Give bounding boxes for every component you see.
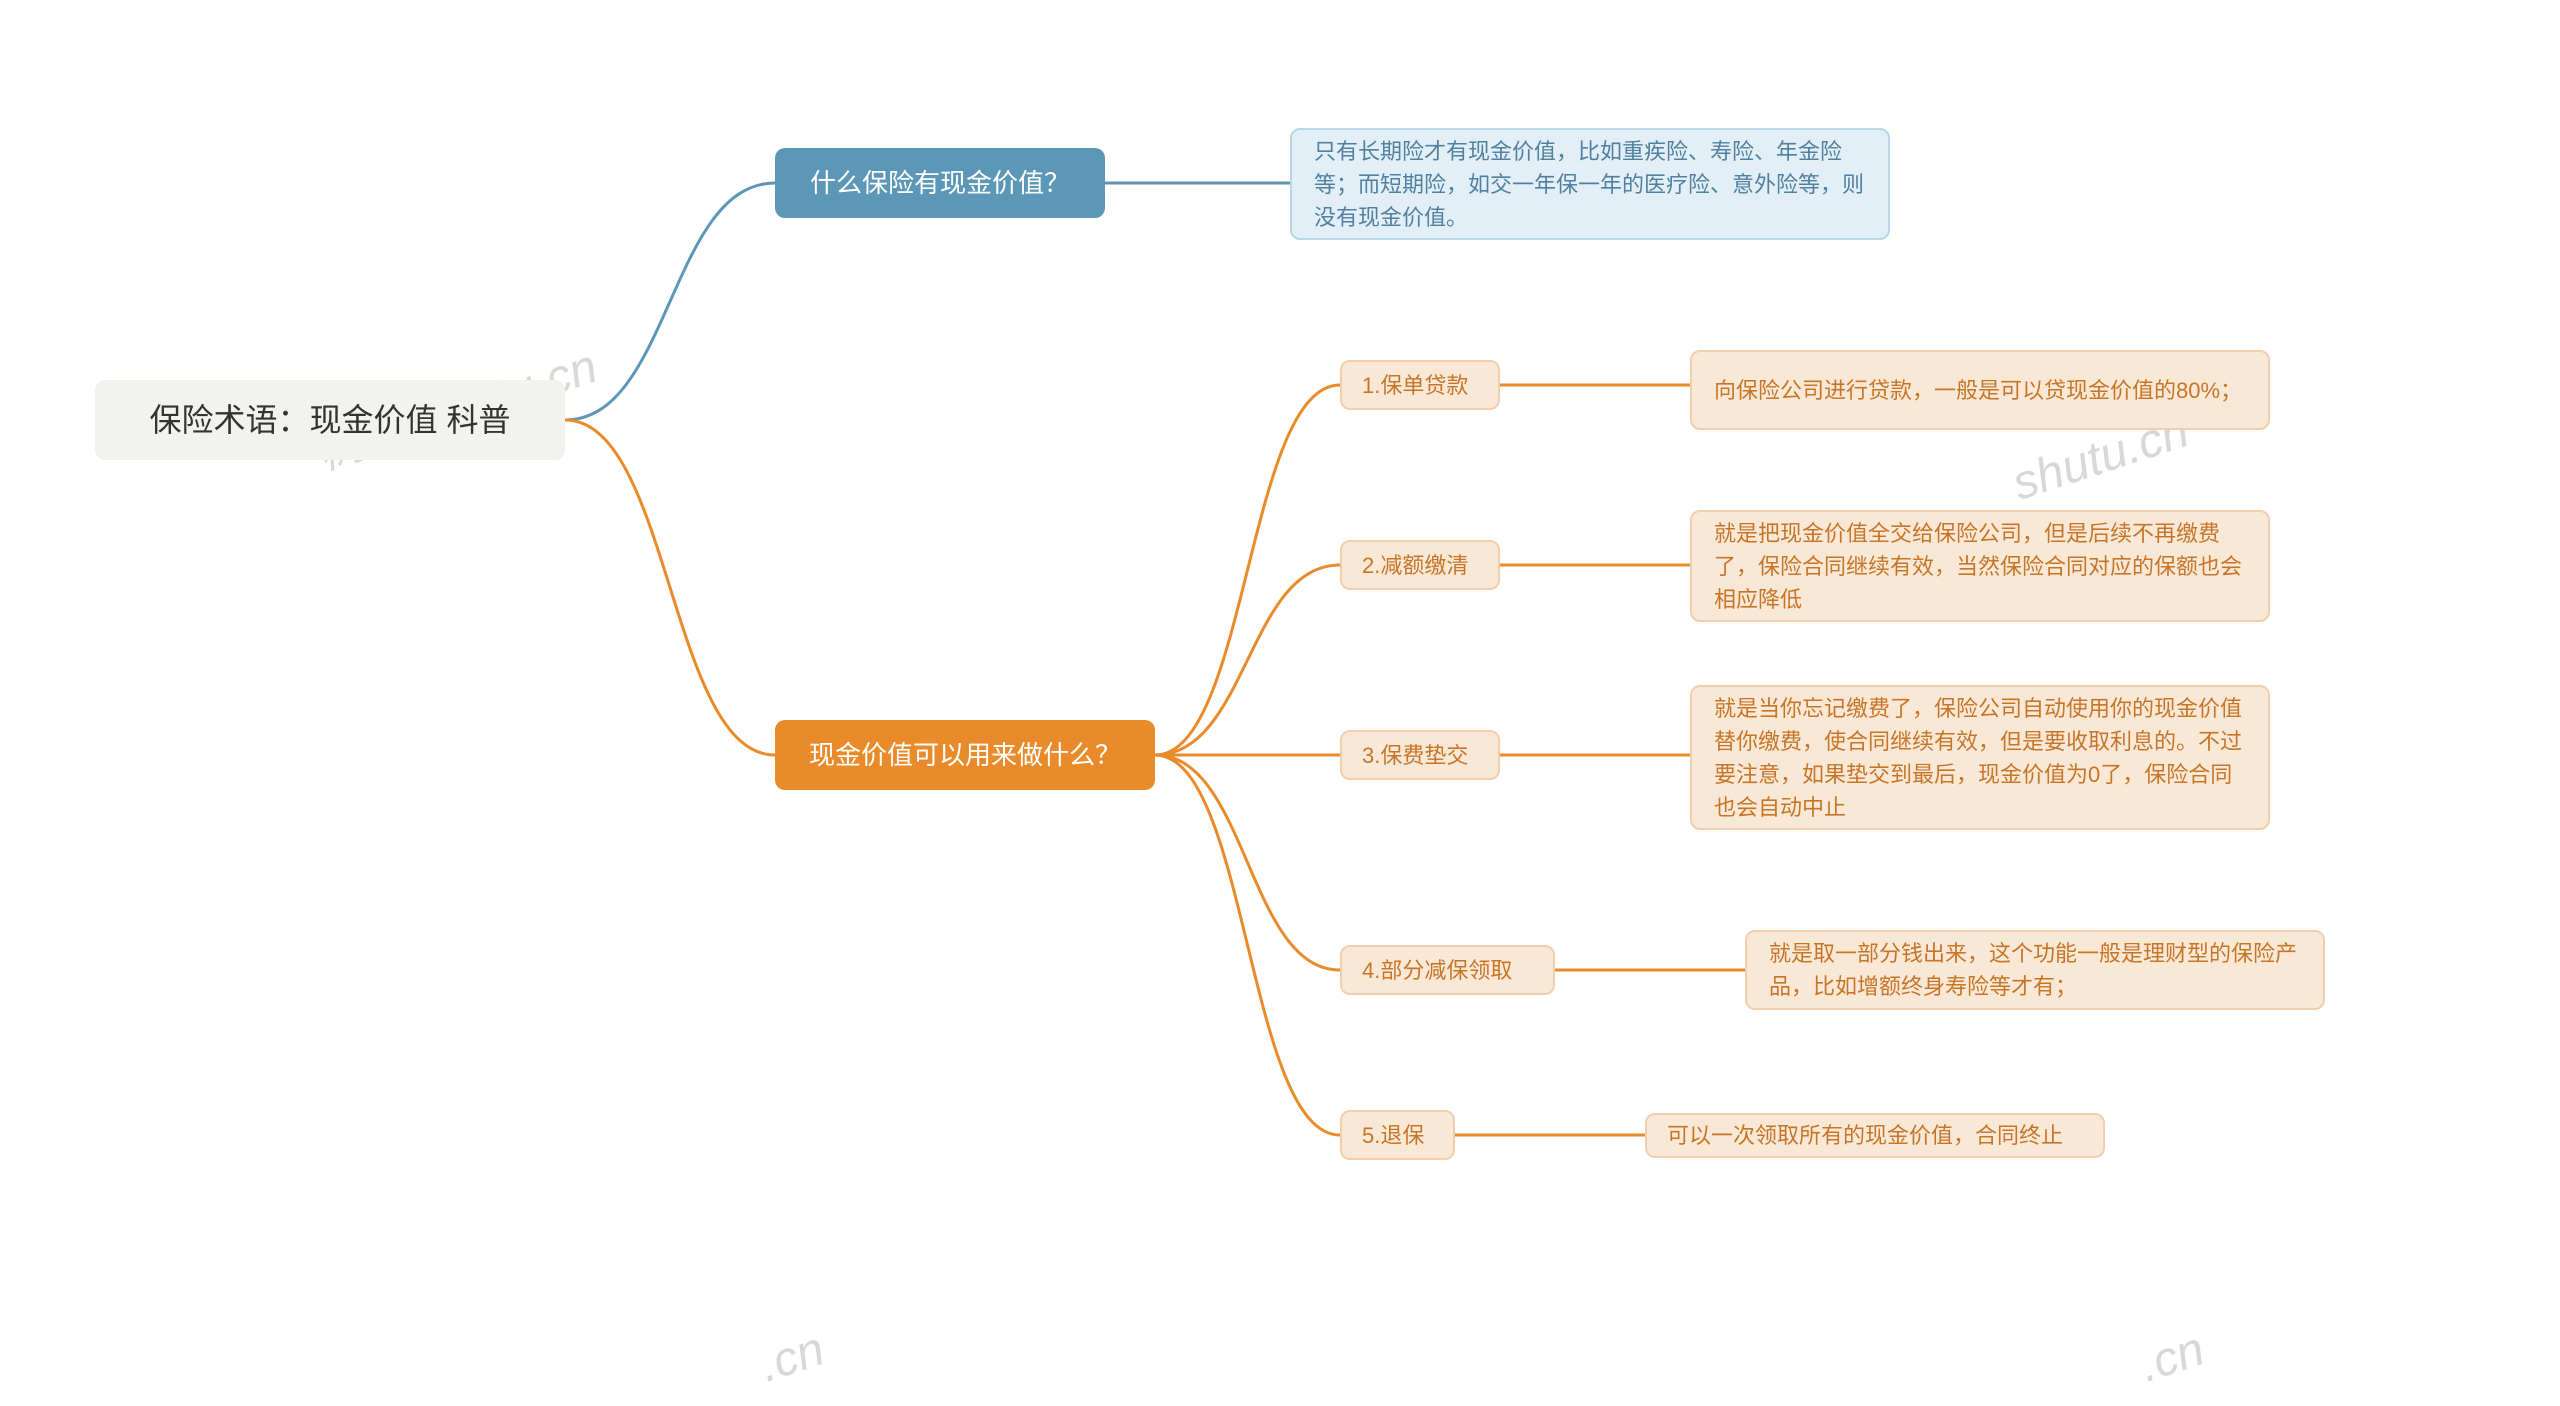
- branch-node-1[interactable]: 什么保险有现金价值？: [775, 148, 1105, 218]
- leaf-node-b2l1[interactable]: 1.保单贷款: [1340, 360, 1500, 410]
- watermark-4: .cn: [2133, 1321, 2211, 1393]
- mindmap-canvas: 树图 shutu.cn shutu.cn .cn .cn 保险术语：现金价值 科…: [0, 0, 2560, 1406]
- detail-node-b2l1[interactable]: 向保险公司进行贷款，一般是可以贷现金价值的80%；: [1690, 350, 2270, 430]
- leaf-node-b2l3[interactable]: 3.保费垫交: [1340, 730, 1500, 780]
- detail-node-b2l5[interactable]: 可以一次领取所有的现金价值，合同终止: [1645, 1113, 2105, 1158]
- leaf-node-b2l4[interactable]: 4.部分减保领取: [1340, 945, 1555, 995]
- leaf-node-b1l1[interactable]: 只有长期险才有现金价值，比如重疾险、寿险、年金险等；而短期险，如交一年保一年的医…: [1290, 128, 1890, 240]
- branch-node-2[interactable]: 现金价值可以用来做什么？: [775, 720, 1155, 790]
- detail-node-b2l3[interactable]: 就是当你忘记缴费了，保险公司自动使用你的现金价值替你缴费，使合同继续有效，但是要…: [1690, 685, 2270, 830]
- watermark-3: .cn: [753, 1321, 831, 1393]
- detail-node-b2l2[interactable]: 就是把现金价值全交给保险公司，但是后续不再缴费了，保险合同继续有效，当然保险合同…: [1690, 510, 2270, 622]
- leaf-node-b2l5[interactable]: 5.退保: [1340, 1110, 1455, 1160]
- detail-node-b2l4[interactable]: 就是取一部分钱出来，这个功能一般是理财型的保险产品，比如增额终身寿险等才有；: [1745, 930, 2325, 1010]
- root-node[interactable]: 保险术语：现金价值 科普: [95, 380, 565, 460]
- leaf-node-b2l2[interactable]: 2.减额缴清: [1340, 540, 1500, 590]
